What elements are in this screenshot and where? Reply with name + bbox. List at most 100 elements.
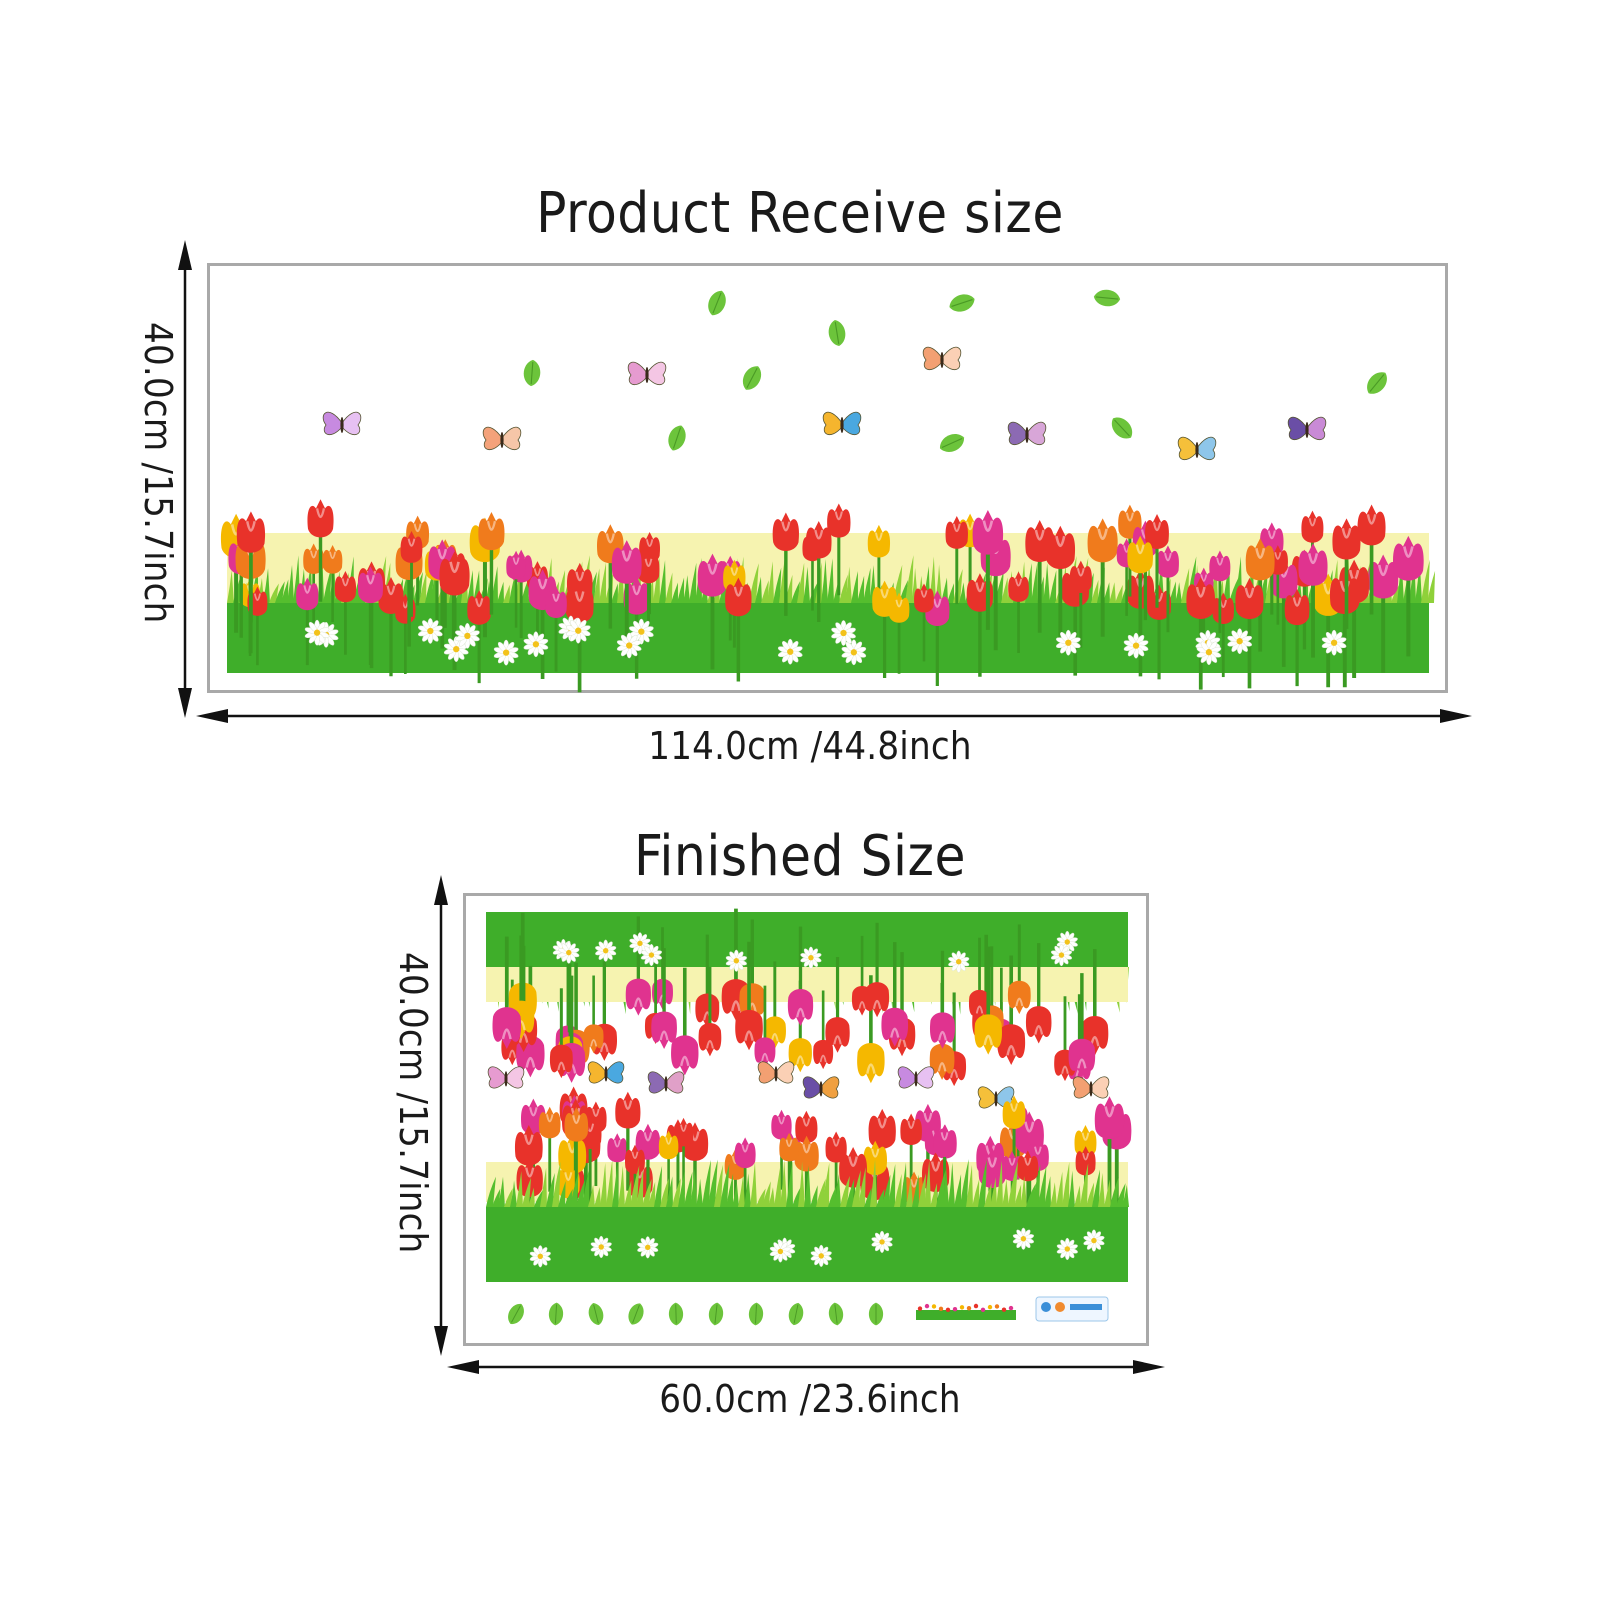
tulip-icon (492, 936, 522, 1050)
tulip-icon (400, 531, 423, 617)
tulip-icon (881, 942, 909, 1047)
leaf-icon (548, 1302, 564, 1326)
tulip-icon (307, 499, 334, 602)
leaf-icon (1111, 417, 1133, 439)
tulip-icon (236, 511, 266, 623)
tulip-icon (725, 577, 752, 682)
bottom-panel-title: Finished Size (634, 824, 966, 889)
daisy-icon (1227, 628, 1252, 655)
leaf-icon (939, 434, 965, 452)
tulip-icon (1008, 571, 1029, 654)
daisy-icon (565, 617, 591, 644)
tulip-icon (1212, 592, 1235, 678)
tulip-icon (735, 941, 763, 1051)
daisy-icon (800, 946, 822, 969)
butterfly-icon (1007, 421, 1047, 446)
leaf-icon (628, 1303, 644, 1325)
leaf-icon (588, 1302, 604, 1326)
tulip-icon (997, 955, 1026, 1066)
tulip-icon (805, 521, 832, 622)
leaf-icon (742, 366, 762, 390)
butterfly-icon (1177, 436, 1217, 461)
butterfly-icon (1072, 1076, 1110, 1099)
daisy-icon (590, 1235, 612, 1259)
mini-preview-icon (916, 1303, 1016, 1320)
daisy-icon (523, 631, 549, 658)
tulip-icon (671, 967, 699, 1076)
tulip-icon (888, 592, 910, 674)
tulip-icon (1025, 519, 1055, 633)
butterfly-icon (802, 1076, 840, 1099)
daisy-icon (841, 639, 867, 666)
tulip-icon (1298, 543, 1328, 658)
leaf-icon (748, 1302, 764, 1326)
tulip-icon (698, 966, 722, 1057)
daisy-icon (418, 618, 443, 644)
tulip-icon (651, 948, 677, 1050)
tulip-icon (1156, 545, 1179, 633)
tulip-icon (1368, 554, 1399, 673)
tulip-icon (827, 503, 851, 596)
butterfly-icon (647, 1071, 685, 1094)
daisy-icon (1056, 930, 1078, 954)
tulip-icon (549, 988, 573, 1079)
tulip-icon (1007, 924, 1031, 1015)
daisy-icon (1056, 629, 1081, 656)
butterfly-icon (1287, 416, 1327, 441)
tulip-icon (787, 926, 814, 1027)
daisy-icon (1056, 1237, 1078, 1261)
daisy-icon (616, 632, 642, 659)
butterfly-icon (322, 411, 362, 436)
tulip-icon (972, 509, 1004, 630)
daisy-icon (1321, 629, 1347, 656)
daisy-icon (595, 939, 617, 962)
tulip-icon (1145, 513, 1169, 608)
tulip-icon (1068, 973, 1096, 1078)
tulip-icon (772, 512, 800, 616)
leaf-icon (949, 294, 975, 312)
tulip-icon (357, 566, 384, 666)
tulip-icon (974, 946, 1002, 1055)
daisy-icon (558, 941, 580, 964)
bottom-width-label: 60.0cm /23.6inch (659, 1377, 961, 1421)
daisy-icon (1123, 632, 1149, 659)
daisy-icon (810, 1244, 832, 1267)
tulip-icon (583, 975, 604, 1054)
daisy-icon (640, 943, 662, 967)
tulip-icon (825, 957, 850, 1053)
leaf-icon (508, 1303, 524, 1325)
butterfly-icon (897, 1066, 935, 1089)
tulip-icon (1127, 535, 1153, 637)
daisy-icon (304, 619, 330, 646)
butterfly-icon (482, 426, 522, 451)
daisy-icon (777, 638, 803, 665)
leaf-icon (828, 319, 846, 347)
daisy-icon (1050, 944, 1073, 967)
leaf-icon (668, 425, 686, 451)
daisy-icon (831, 620, 856, 646)
tulip-icon (545, 586, 567, 672)
leaf-icon (788, 1302, 804, 1326)
butterfly-icon (822, 411, 862, 436)
butterfly-icon (587, 1061, 625, 1084)
tulip-icon (929, 950, 955, 1049)
tulip-icon (1332, 518, 1361, 629)
daisy-icon (948, 950, 970, 973)
top-sticker-art (220, 289, 1436, 693)
tulip-icon (538, 1106, 561, 1192)
leaf-icon (708, 290, 726, 316)
tulip-icon (322, 544, 343, 623)
butterfly-icon (487, 1066, 525, 1089)
tulip-icon (697, 553, 728, 670)
daisy-icon (1083, 1229, 1105, 1252)
daisy-icon (455, 622, 480, 649)
top-width-label: 114.0cm /44.8inch (648, 724, 972, 768)
leaf-icon (828, 1302, 844, 1326)
leaf-icon (708, 1302, 724, 1326)
tulip-icon (1094, 1096, 1125, 1212)
tulip-icon (945, 516, 969, 605)
